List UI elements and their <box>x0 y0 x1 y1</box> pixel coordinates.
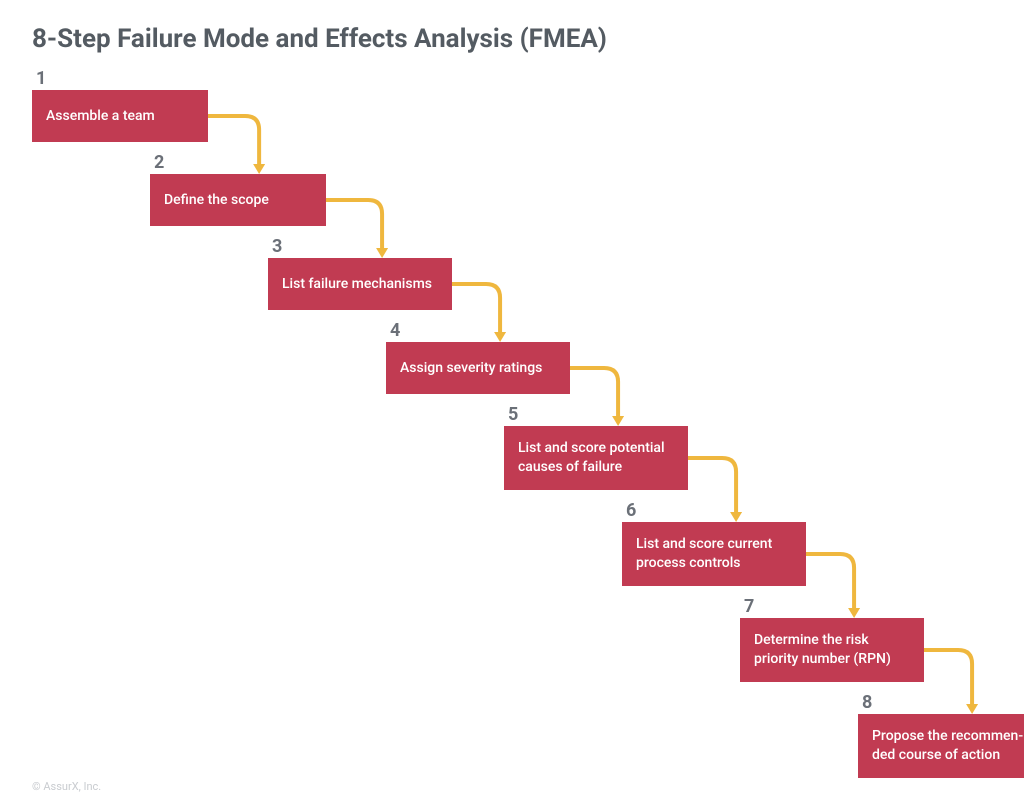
fmea-flowchart: 1 Assemble a team 2 Define the scope 3 L… <box>32 68 992 768</box>
step-3: 3 List failure mechanisms <box>268 258 452 310</box>
step-box: Define the scope <box>150 174 326 226</box>
step-number: 7 <box>744 596 754 617</box>
step-number: 1 <box>36 68 46 89</box>
step-1: 1 Assemble a team <box>32 90 208 142</box>
step-number: 6 <box>626 500 636 521</box>
step-label: Assemble a team <box>46 107 155 126</box>
step-box: Assemble a team <box>32 90 208 142</box>
step-label: Define the scope <box>164 191 269 210</box>
step-box: Determine the risk priority number (RPN) <box>740 618 924 682</box>
step-8: 8 Propose the recommen­ded course of act… <box>858 714 1024 778</box>
step-number: 5 <box>508 404 518 425</box>
step-label: List and score current process controls <box>636 535 792 573</box>
step-box: List and score potential causes of failu… <box>504 426 688 490</box>
step-number: 8 <box>862 692 872 713</box>
page-title: 8-Step Failure Mode and Effects Analysis… <box>32 24 607 54</box>
step-box: Propose the recommen­ded course of actio… <box>858 714 1024 778</box>
step-6: 6 List and score current process control… <box>622 522 806 586</box>
step-2: 2 Define the scope <box>150 174 326 226</box>
step-label: Propose the recommen­ded course of actio… <box>872 727 1024 765</box>
step-5: 5 List and score potential causes of fai… <box>504 426 688 490</box>
step-number: 2 <box>154 152 164 173</box>
step-label: List failure mechanisms <box>282 275 432 294</box>
step-7: 7 Determine the risk priority number (RP… <box>740 618 924 682</box>
step-4: 4 Assign severity ratings <box>386 342 570 394</box>
step-box: List failure mechanisms <box>268 258 452 310</box>
footer-copyright: © AssurX, Inc. <box>32 780 101 793</box>
step-box: Assign severity ratings <box>386 342 570 394</box>
step-box: List and score current process controls <box>622 522 806 586</box>
step-number: 3 <box>272 236 282 257</box>
step-label: Assign severity ratings <box>400 359 542 378</box>
step-number: 4 <box>390 320 400 341</box>
step-label: Determine the risk priority number (RPN) <box>754 631 910 669</box>
step-label: List and score potential causes of failu… <box>518 439 674 477</box>
